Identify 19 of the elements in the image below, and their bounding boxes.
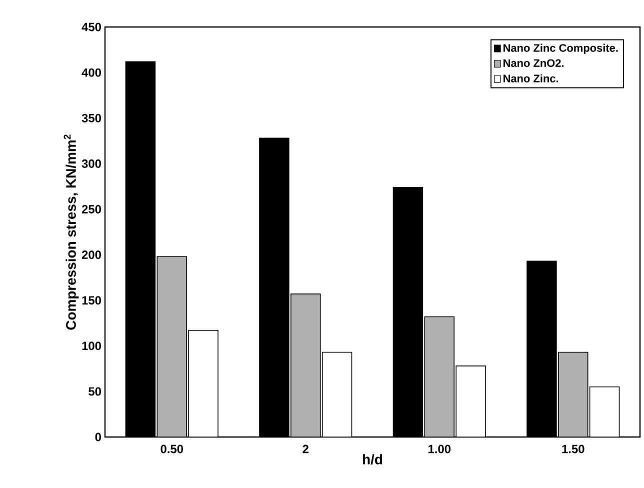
y-tick-label: 0 [95, 432, 101, 442]
y-axis-title: Compression stress, KN/mm$^{2}$ [64, 134, 79, 330]
legend-label: Nano ZnO2. [504, 59, 564, 67]
y-tick-label: 50 [88, 387, 101, 396]
y-tick-label: 300 [82, 159, 101, 168]
x-tick-label: 1.50 [562, 444, 584, 454]
x-tick-label: 0.50 [160, 444, 184, 454]
x-tick-label: 1.00 [428, 444, 451, 454]
y-tick-label: 150 [82, 296, 101, 305]
legend-label: Nano Zinc. [504, 74, 558, 82]
y-tick-label: 200 [82, 250, 101, 259]
y-tick-label: 400 [82, 68, 101, 77]
y-tick-label: 450 [82, 22, 101, 32]
x-axis-title: h/d [363, 454, 382, 464]
x-tick-label: 2 [302, 444, 308, 454]
y-tick-label: 250 [82, 204, 101, 214]
y-tick-label: 350 [82, 114, 101, 122]
legend-label: Nano Zinc Composite. [504, 44, 618, 54]
y-tick-label: 100 [82, 342, 101, 350]
